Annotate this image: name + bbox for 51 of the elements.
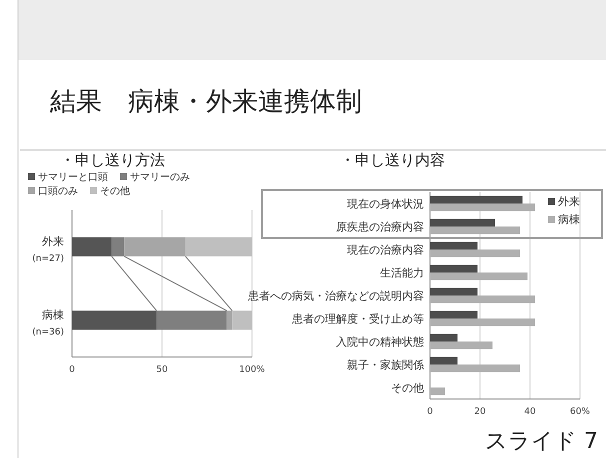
y-tick-label: 患者の理解度・受け止め等 (291, 312, 424, 326)
bar (72, 237, 112, 256)
bar (72, 310, 157, 330)
x-tick-label: 40 (524, 407, 536, 417)
y-tick-label: 生活能力 (380, 266, 424, 280)
y-tick-label: その他 (391, 382, 424, 394)
bar (430, 356, 458, 364)
bar (430, 334, 458, 342)
bar (430, 196, 522, 204)
bar (430, 204, 535, 212)
bar (232, 310, 252, 330)
x-tick-label: 50 (156, 365, 168, 375)
bar (430, 218, 495, 226)
text: 結果 病棟・外来連携体制 (49, 87, 362, 117)
bar (430, 250, 520, 258)
text: スライド 7 (485, 429, 598, 454)
y-tick-label: 原疾患の治療内容 (336, 220, 424, 234)
y-tick-label: 現在の身体状況 (347, 198, 424, 210)
bar (430, 310, 478, 318)
bar (430, 318, 535, 326)
bar (430, 264, 478, 272)
bar (430, 364, 520, 372)
bar (430, 288, 478, 296)
legend-label: その他 (100, 185, 130, 197)
x-tick-label: 20 (474, 407, 486, 417)
y-tick-label: 患者への病気・治療などの説明内容 (247, 290, 424, 302)
legend-label: サマリーのみ (130, 172, 190, 183)
bar (226, 310, 232, 330)
legend-label: 外来 (558, 195, 580, 208)
x-tick-label: 100% (239, 365, 266, 375)
bar (430, 388, 445, 396)
x-tick-label: 0 (69, 365, 76, 375)
x-tick-label: 60% (570, 407, 590, 417)
legend-label: 病棟 (558, 213, 580, 226)
y-tick-label: 親子・家族関係 (347, 358, 424, 372)
legend-label: サマリーと口頭 (38, 172, 108, 183)
bar (430, 296, 535, 304)
y-tick-label: 現在の治療内容 (347, 244, 424, 256)
chart-title: ・申し送り内容 (340, 151, 445, 169)
legend-label: 口頭のみ (38, 186, 78, 197)
x-tick-label: 0 (427, 407, 434, 417)
bar (430, 242, 478, 250)
y-tick-label: 病棟 (n=36) (32, 308, 64, 338)
y-tick-label: 外来 (n=27) (32, 234, 64, 264)
y-tick-label: 入院中の精神状態 (336, 336, 424, 348)
bar (185, 237, 252, 256)
chart-title: ・申し送り方法 (60, 151, 165, 169)
bar (430, 272, 528, 280)
bar (430, 226, 520, 234)
bar (124, 237, 186, 256)
bar (430, 342, 492, 350)
